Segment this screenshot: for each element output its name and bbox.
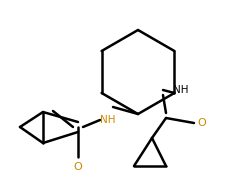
Text: O: O [196,118,205,128]
Text: NH: NH [172,85,188,95]
Text: O: O [73,162,82,172]
Text: NH: NH [100,115,115,125]
